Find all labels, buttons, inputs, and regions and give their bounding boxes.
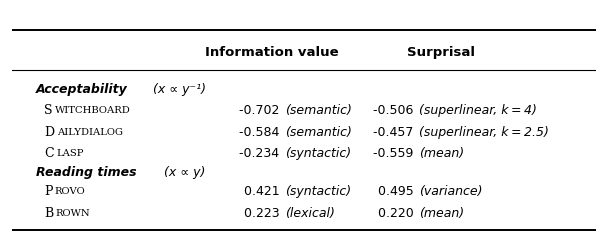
Text: -0.234: -0.234 — [240, 147, 283, 160]
Text: 0.495: 0.495 — [378, 185, 418, 198]
Text: (semantic): (semantic) — [285, 104, 351, 117]
Text: (superlinear, k = 4): (superlinear, k = 4) — [419, 104, 537, 117]
Text: 0.220: 0.220 — [378, 207, 418, 220]
Text: P: P — [44, 185, 53, 198]
Text: C: C — [44, 147, 54, 160]
Text: LASP: LASP — [56, 149, 84, 158]
Text: -0.457: -0.457 — [373, 126, 418, 139]
Text: (variance): (variance) — [419, 185, 483, 198]
Text: (x ∝ y): (x ∝ y) — [160, 166, 206, 179]
Text: AILYDIALOG: AILYDIALOG — [57, 128, 123, 137]
Text: Information value: Information value — [205, 46, 339, 59]
Text: ROWN: ROWN — [56, 209, 91, 218]
Text: (lexical): (lexical) — [285, 207, 334, 220]
Text: -0.584: -0.584 — [239, 126, 283, 139]
Text: 0.223: 0.223 — [244, 207, 283, 220]
Text: -0.559: -0.559 — [373, 147, 418, 160]
Text: (mean): (mean) — [419, 147, 464, 160]
Text: Surprisal: Surprisal — [407, 46, 475, 59]
Text: (x ∝ y⁻¹): (x ∝ y⁻¹) — [149, 83, 206, 96]
Text: S: S — [44, 104, 53, 117]
Text: 0.421: 0.421 — [244, 185, 283, 198]
Text: D: D — [44, 126, 54, 139]
Text: ROVO: ROVO — [55, 187, 86, 196]
Text: Reading times: Reading times — [35, 166, 136, 179]
Text: B: B — [44, 207, 54, 220]
Text: -0.702: -0.702 — [239, 104, 283, 117]
Text: -0.506: -0.506 — [373, 104, 418, 117]
Text: WITCHBOARD: WITCHBOARD — [55, 106, 131, 115]
Text: (mean): (mean) — [419, 207, 464, 220]
Text: (superlinear, k = 2.5): (superlinear, k = 2.5) — [419, 126, 549, 139]
Text: (semantic): (semantic) — [285, 126, 351, 139]
Text: (syntactic): (syntactic) — [285, 185, 351, 198]
Text: (syntactic): (syntactic) — [285, 147, 351, 160]
Text: Acceptability: Acceptability — [35, 83, 127, 96]
